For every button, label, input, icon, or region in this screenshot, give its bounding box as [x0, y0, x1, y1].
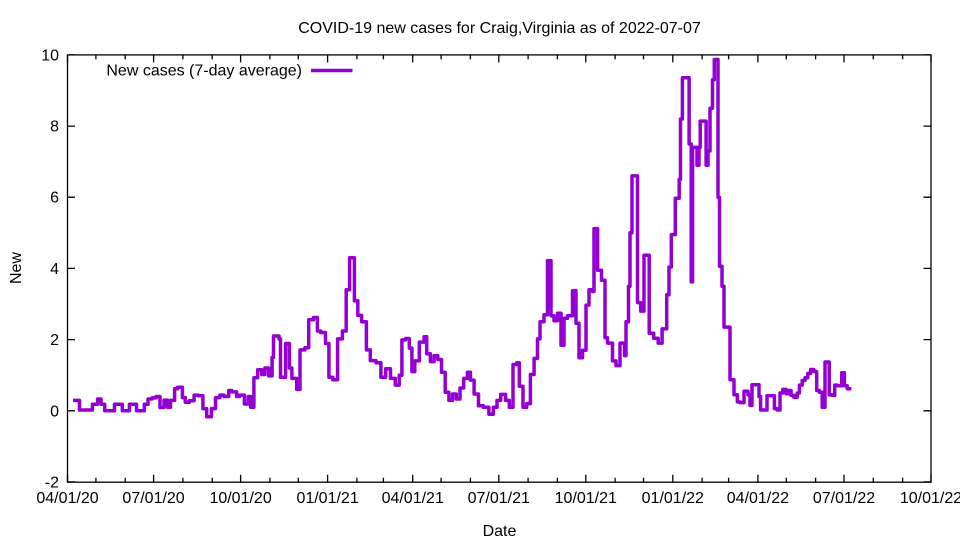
svg-text:07/01/21: 07/01/21 — [468, 490, 530, 507]
svg-text:04/01/22: 04/01/22 — [727, 490, 789, 507]
svg-text:10/01/20: 10/01/20 — [209, 490, 271, 507]
svg-text:10: 10 — [41, 47, 59, 64]
svg-text:07/01/22: 07/01/22 — [813, 490, 875, 507]
svg-text:6: 6 — [50, 190, 59, 207]
svg-text:New cases (7-day average): New cases (7-day average) — [106, 63, 302, 80]
svg-text:8: 8 — [50, 119, 59, 136]
svg-text:01/01/21: 01/01/21 — [296, 490, 358, 507]
svg-text:10/01/21: 10/01/21 — [555, 490, 617, 507]
svg-text:-2: -2 — [45, 474, 59, 491]
svg-text:10/01/22: 10/01/22 — [900, 490, 960, 507]
svg-text:2: 2 — [50, 332, 59, 349]
svg-text:04/01/20: 04/01/20 — [36, 490, 98, 507]
svg-text:New: New — [8, 252, 25, 284]
svg-text:01/01/22: 01/01/22 — [642, 490, 704, 507]
svg-text:Date: Date — [483, 523, 517, 540]
svg-text:07/01/20: 07/01/20 — [122, 490, 184, 507]
svg-text:COVID-19 new cases for Craig,V: COVID-19 new cases for Craig,Virginia as… — [298, 20, 701, 37]
svg-text:0: 0 — [50, 403, 59, 420]
svg-text:04/01/21: 04/01/21 — [382, 490, 444, 507]
svg-text:4: 4 — [50, 261, 59, 278]
